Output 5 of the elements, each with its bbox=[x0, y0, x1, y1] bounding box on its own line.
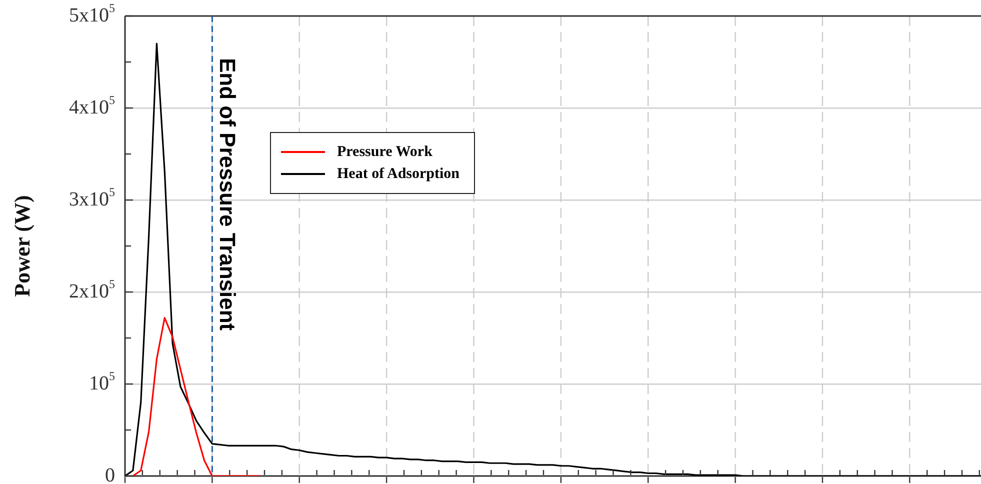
legend-label: Heat of Adsorption bbox=[337, 165, 460, 184]
annotation: End of Pressure Transient bbox=[215, 58, 240, 332]
legend-label: Pressure Work bbox=[337, 143, 432, 162]
y-axis-title: Power (W) bbox=[10, 195, 35, 297]
y-tick-label: 0 bbox=[105, 464, 115, 484]
